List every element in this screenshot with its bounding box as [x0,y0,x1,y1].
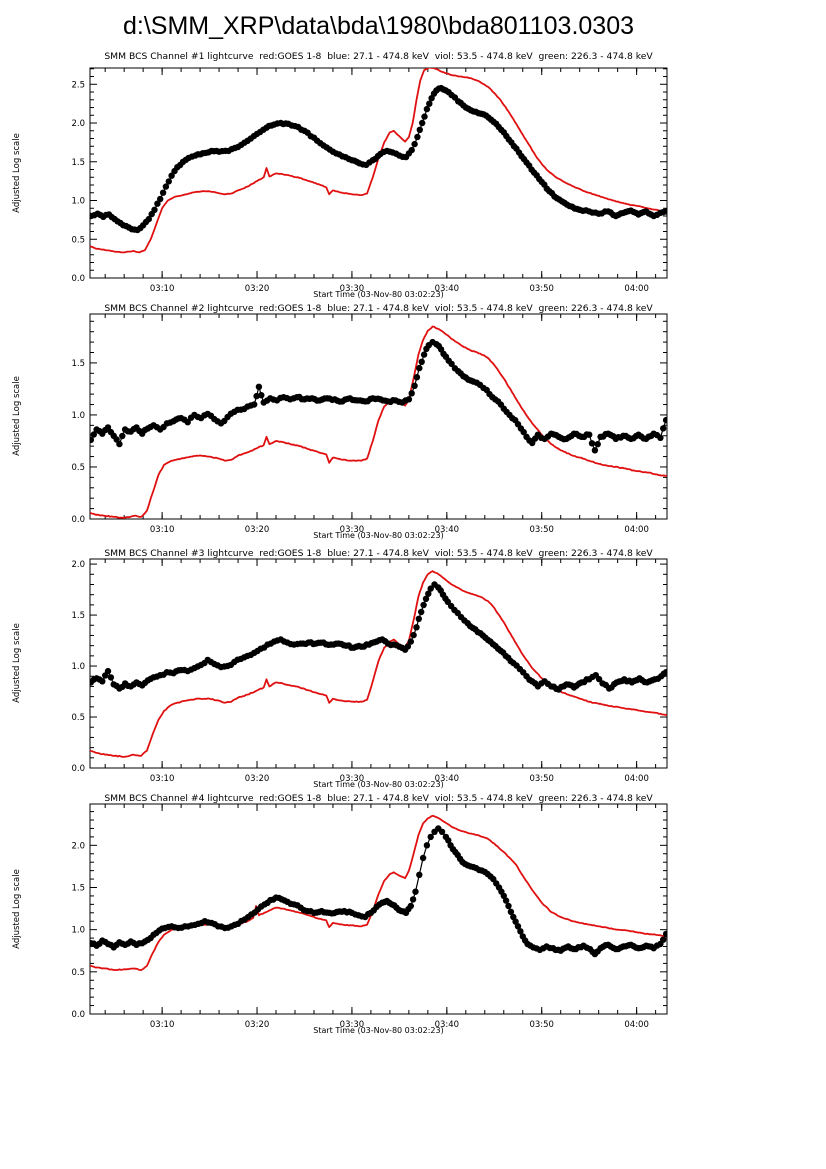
svg-text:2.0: 2.0 [71,119,85,129]
chart1-title: SMM BCS Channel #1 lightcurve red:GOES 1… [104,51,653,62]
chart2-y-axis-label: Adjusted Log scale [12,376,22,456]
svg-text:0.0: 0.0 [71,274,85,284]
svg-text:03:50: 03:50 [529,284,554,294]
svg-text:03:10: 03:10 [150,525,175,535]
svg-text:03:40: 03:40 [435,284,460,294]
svg-text:03:10: 03:10 [150,774,175,784]
svg-text:03:10: 03:10 [150,284,175,294]
chart1-y-axis-label: Adjusted Log scale [12,133,22,213]
chart3-title: SMM BCS Channel #3 lightcurve red:GOES 1… [104,548,653,559]
svg-text:03:40: 03:40 [435,525,460,535]
svg-text:03:20: 03:20 [245,525,270,535]
svg-text:03:30: 03:30 [340,284,365,294]
svg-text:03:10: 03:10 [150,1020,175,1030]
svg-text:1.0: 1.0 [71,662,85,672]
svg-text:1.0: 1.0 [71,926,85,936]
svg-text:0.5: 0.5 [71,713,85,723]
svg-text:04:00: 04:00 [624,1020,649,1030]
svg-text:03:40: 03:40 [435,1020,460,1030]
chart3-y-axis-label: Adjusted Log scale [12,623,22,703]
svg-text:03:20: 03:20 [245,774,270,784]
svg-text:0.0: 0.0 [71,515,85,525]
svg-text:03:50: 03:50 [529,774,554,784]
svg-text:03:30: 03:30 [340,774,365,784]
svg-text:04:00: 04:00 [624,774,649,784]
page-title: d:\SMM_XRP\data\bda\1980\bda801103.0303 [122,12,635,40]
svg-text:03:50: 03:50 [529,1020,554,1030]
svg-text:1.5: 1.5 [71,359,85,369]
svg-text:03:50: 03:50 [529,525,554,535]
chart2-title: SMM BCS Channel #2 lightcurve red:GOES 1… [104,303,653,314]
svg-text:1.5: 1.5 [71,611,85,621]
svg-text:1.0: 1.0 [71,197,85,207]
svg-text:03:40: 03:40 [435,774,460,784]
svg-text:03:30: 03:30 [340,525,365,535]
chart4-title: SMM BCS Channel #4 lightcurve red:GOES 1… [104,793,653,804]
svg-text:03:20: 03:20 [245,284,270,294]
svg-text:2.0: 2.0 [71,841,85,851]
chart4-y-axis-label: Adjusted Log scale [12,869,22,949]
svg-text:03:30: 03:30 [340,1020,365,1030]
svg-text:2.0: 2.0 [71,560,85,570]
svg-text:1.5: 1.5 [71,158,85,168]
chart2-x-axis-label: Start Time (03-Nov-80 03:02:23) [313,531,444,540]
svg-text:0.0: 0.0 [71,764,85,774]
svg-text:0.5: 0.5 [71,968,85,978]
svg-text:04:00: 04:00 [624,284,649,294]
chart3-x-axis-label: Start Time (03-Nov-80 03:02:23) [313,780,444,789]
svg-text:1.5: 1.5 [71,883,85,893]
chart1-x-axis-label: Start Time (03-Nov-80 03:02:23) [313,290,444,299]
svg-text:0.5: 0.5 [71,463,85,473]
svg-text:03:20: 03:20 [245,1020,270,1030]
svg-text:0.5: 0.5 [71,235,85,245]
chart4-x-axis-label: Start Time (03-Nov-80 03:02:23) [313,1026,444,1035]
svg-text:0.0: 0.0 [71,1010,85,1020]
svg-text:04:00: 04:00 [624,525,649,535]
svg-text:1.0: 1.0 [71,411,85,421]
svg-text:2.5: 2.5 [71,80,85,90]
